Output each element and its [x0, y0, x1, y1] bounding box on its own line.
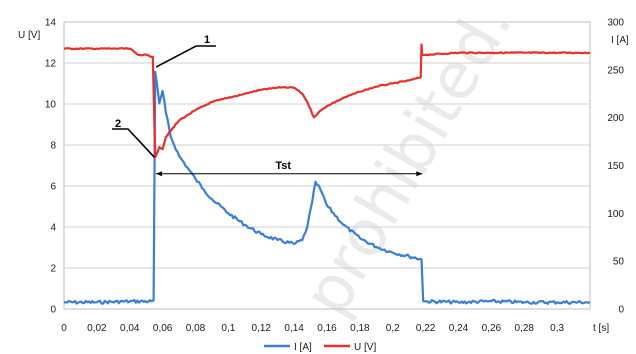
y-right-tick-label: 250 — [607, 65, 624, 76]
x-tick-label: 0,04 — [120, 323, 140, 334]
y-right-tick-label: 50 — [613, 257, 625, 268]
x-tick-label: 0,02 — [87, 323, 107, 334]
x-tick-label: 0,2 — [386, 323, 400, 334]
x-tick-label: 0,08 — [186, 323, 206, 334]
tst-arrowhead-left — [156, 171, 163, 177]
gridlines — [64, 62, 590, 269]
annotation-1-label: 1 — [204, 34, 210, 46]
y-left-tick-label: 0 — [50, 305, 56, 316]
y-left-tick-label: 8 — [50, 141, 56, 152]
y-axis-right-title: I [A] — [611, 35, 629, 46]
x-tick-label: 0,16 — [317, 323, 337, 334]
annotation-2-leader — [112, 128, 155, 158]
y-right-tick-label: 300 — [607, 18, 624, 29]
x-tick-label: 0,24 — [449, 323, 469, 334]
x-tick-label: 0,18 — [350, 323, 370, 334]
y-axis-left-title: U [V] — [18, 30, 40, 41]
y-left-tick-label: 6 — [50, 182, 56, 193]
y-right-tick-label: 150 — [607, 161, 624, 172]
y-right-tick-label: 200 — [607, 113, 624, 124]
plot-area — [63, 21, 591, 310]
y-left-tick-label: 12 — [45, 59, 57, 70]
x-tick-label: 0 — [61, 323, 67, 334]
series-line-current — [64, 70, 591, 305]
series-layer — [63, 43, 591, 305]
x-tick-label: 0,28 — [515, 323, 535, 334]
legend-label-voltage: U [V] — [354, 342, 376, 353]
watermark-text: prohibited. — [290, 0, 528, 328]
x-tick-label: 0,26 — [482, 323, 502, 334]
legend: I [A] U [V] — [264, 342, 376, 353]
annotation-1-leader — [155, 45, 216, 68]
x-tick-label: 0,22 — [416, 323, 436, 334]
y-axis-left-ticks: 0 2 4 6 8 10 12 14 — [45, 18, 57, 316]
y-left-tick-label: 4 — [50, 223, 56, 234]
y-right-tick-label: 100 — [607, 209, 624, 220]
annotation-layer: 1 2 Tst — [112, 34, 423, 177]
x-axis-ticks: 0 0,02 0,04 0,06 0,08 0,1 0,12 0,14 0,16 0,18 0,2 0… — [61, 323, 564, 334]
x-tick-label: 0,14 — [284, 323, 304, 334]
x-tick-label: 0,12 — [252, 323, 272, 334]
x-tick-label: 0,3 — [550, 323, 564, 334]
y-right-tick-label: 0 — [618, 305, 624, 316]
y-left-tick-label: 14 — [45, 18, 57, 29]
y-left-tick-label: 10 — [45, 100, 57, 111]
y-left-tick-label: 2 — [50, 264, 56, 275]
x-tick-label: 0,06 — [153, 323, 173, 334]
y-axis-right-ticks: 0 50 100 150 200 250 300 — [607, 18, 624, 316]
series-line-voltage — [63, 43, 591, 159]
tst-arrowhead-right — [416, 171, 423, 177]
x-axis-title: t [s] — [593, 323, 609, 334]
x-tick-label: 0,1 — [221, 323, 235, 334]
legend-label-current: I [A] — [294, 342, 312, 353]
annotation-2-label: 2 — [115, 118, 121, 130]
tst-label: Tst — [275, 160, 291, 172]
